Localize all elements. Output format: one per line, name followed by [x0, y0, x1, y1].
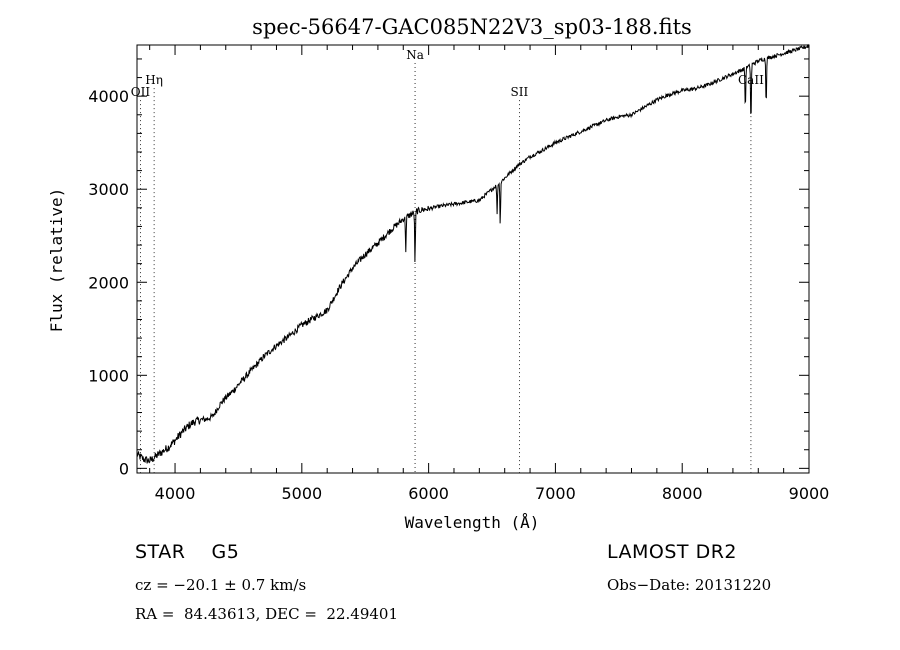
x-tick-label: 4000 [155, 484, 196, 503]
line-label: OII [131, 85, 151, 99]
x-tick-label: 5000 [281, 484, 322, 503]
redshift-velocity: cz = −20.1 ± 0.7 km/s [135, 576, 307, 594]
survey-name: LAMOST DR2 [607, 541, 737, 563]
y-tick-label: 4000 [88, 87, 129, 106]
y-tick-label: 2000 [88, 273, 129, 292]
y-tick-label: 3000 [88, 180, 129, 199]
x-axis-label: Wavelength (Å) [405, 513, 540, 532]
line-label: CaII [738, 73, 764, 87]
x-tick-label: 6000 [408, 484, 449, 503]
object-class: STAR G5 [135, 541, 240, 563]
x-tick-label: 7000 [535, 484, 576, 503]
y-tick-label: 1000 [88, 366, 129, 385]
observation-date: Obs−Date: 20131220 [607, 576, 772, 594]
spectrum-line [136, 43, 810, 464]
x-tick-label: 8000 [662, 484, 703, 503]
x-tick-label: 9000 [789, 484, 830, 503]
line-label: Hη [145, 73, 163, 87]
line-label: SII [511, 85, 529, 99]
chart-title: spec-56647-GAC085N22V3_sp03-188.fits [252, 15, 692, 39]
line-label: Na [406, 48, 424, 62]
plot-frame [136, 44, 810, 474]
y-tick-label: 0 [119, 459, 129, 478]
axis-ticks: 4000 5000 6000 7000 8000 9000 0 1000 2000 3000 400… [88, 45, 829, 503]
y-axis-label: Flux (relative) [47, 188, 66, 333]
coordinates: RA = 84.43613, DEC = 22.49401 [135, 605, 399, 623]
